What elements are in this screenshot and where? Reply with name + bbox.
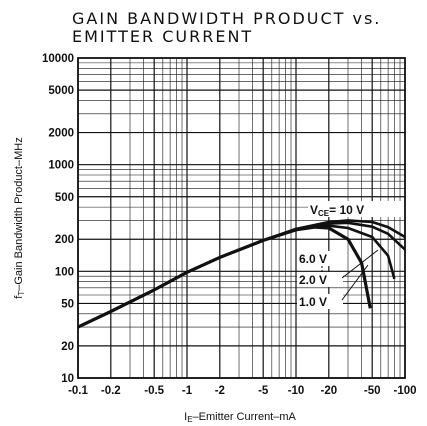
vce-label-bg [308,201,404,217]
x-tick-label: -10 [288,385,305,397]
series-line-3 [77,221,406,329]
y-tick-label: 2000 [48,128,74,140]
x-tick-label: -0.2 [101,385,121,397]
label-1v-bg [297,294,343,309]
label-1v: 1.0 V [299,295,327,309]
chart-title-line-2: EMITTER CURRENT [72,27,253,46]
y-tick-label: 500 [55,192,74,204]
x-tick-label: -0.1 [68,385,88,397]
y-tick-labels: 10 20 50 100 200 500 1000 2000 5000 10000 [42,53,74,385]
label-2v: 2.0 V [299,273,327,287]
chart-grid [77,58,405,379]
leader-2v [341,249,379,279]
y-tick-label: 50 [61,298,74,310]
chart-title-line-1: GAIN BANDWIDTH PRODUCT vs. [72,9,381,28]
plot-frame [77,57,406,379]
x-tick-label: -100 [393,385,416,397]
y-tick-label: 5000 [48,85,74,97]
vce-label: VCE= 10 V [310,203,364,218]
y-axis-label: fT–Gain Bandwidth Product–MHz [13,137,26,298]
x-tick-label: -1 [182,385,193,397]
label-6v: 6.0 V [299,252,327,266]
label-2v-bg [297,272,343,287]
chart-curves [77,219,406,329]
series-line-4 [77,219,406,329]
y-tick-label: 100 [55,266,74,278]
x-tick-label: -5 [258,385,269,397]
label-6v-bg [297,251,343,266]
x-tick-label: -0.5 [144,385,164,397]
x-tick-label: -50 [364,385,381,397]
y-tick-label: 10000 [42,53,74,65]
y-tick-label: 20 [61,341,74,353]
x-axis-label: IE–Emitter Current–mA [184,411,296,424]
y-tick-label: 200 [55,234,74,246]
x-tick-label: -2 [215,385,225,397]
y-tick-label: 1000 [48,160,74,172]
y-tick-label: 10 [61,373,74,385]
x-tick-label: -20 [320,385,337,397]
x-tick-labels: -0.1 -0.2 -0.5 -1 -2 -5 -10 -20 -50 -100 [68,385,416,397]
leader-1v [341,264,369,301]
